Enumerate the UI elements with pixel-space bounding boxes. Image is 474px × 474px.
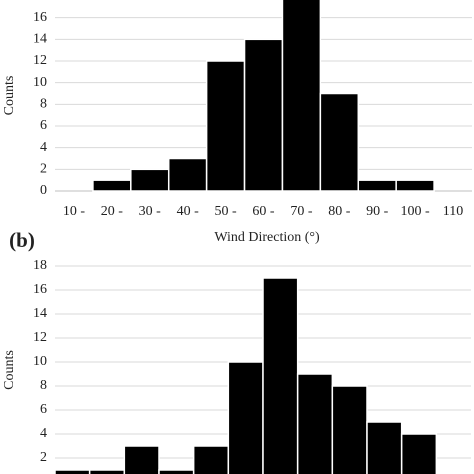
bar [158,469,195,474]
y-tick-label: 4 [40,140,47,155]
bar [319,92,360,192]
x-tick-label: 80 - [328,204,351,219]
x-tick-label: 70 - [290,204,313,219]
bar [88,469,126,474]
y-tick-label: 2 [40,162,47,177]
y-tick-label: 14 [33,32,47,47]
x-tick-label: 50 - [215,204,238,219]
bar [167,157,208,192]
y-tick-label: 8 [40,97,47,112]
x-tick-label: 40 - [177,204,200,219]
bar [205,60,246,192]
x-axis-label: Wind Direction (°) [214,230,320,245]
bar [296,373,334,474]
x-tick-label: 20 - [101,204,124,219]
x-tick-label: 10 - [63,204,86,219]
y-tick-label: 18 [33,258,47,273]
y-tick-label: 0 [40,183,47,198]
y-tick-label: 6 [40,402,47,417]
y-tick-label: 2 [40,450,47,465]
x-tick-label: 100 - [401,204,431,219]
bar [366,421,403,474]
y-tick-label: 10 [33,75,47,90]
bar [357,179,397,192]
y-tick-label: 16 [33,282,47,297]
bar [400,433,438,474]
bar [243,38,284,192]
bar [123,445,160,474]
bar [281,0,322,192]
bar [130,168,170,192]
y-tick-label: 8 [40,378,47,393]
bar [262,277,299,474]
bar [54,469,91,474]
y-axis-label: Counts [2,76,17,116]
x-tick-label: 110 [443,204,463,219]
y-tick-label: 4 [40,426,47,441]
y-tick-label: 16 [33,10,47,25]
y-tick-label: 12 [33,53,47,68]
x-tick-label: 90 - [366,204,389,219]
bar [227,361,264,474]
x-tick-label: 30 - [139,204,162,219]
y-tick-label: 14 [33,306,47,321]
bar [92,179,132,192]
y-tick-label: 10 [33,354,47,369]
x-tick-label: 60 - [252,204,275,219]
bar [331,385,368,474]
y-tick-label: 12 [33,330,47,345]
y-tick-label: 6 [40,118,47,133]
panel-label: (b) [9,228,35,252]
bar [395,179,435,192]
y-axis-label: Counts [2,350,17,390]
bar [192,445,230,474]
